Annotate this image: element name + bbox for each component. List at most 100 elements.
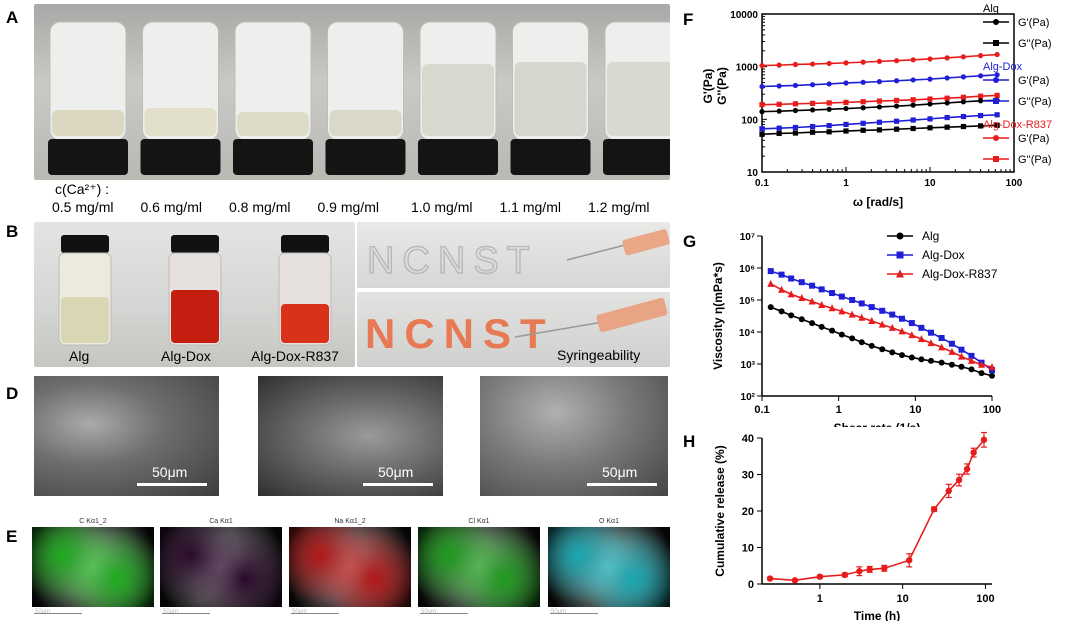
data-point <box>968 352 975 359</box>
data-point <box>978 370 985 377</box>
data-point <box>776 130 782 137</box>
y-tick-label: 10⁷ <box>740 232 755 243</box>
legend-label: G'(Pa) <box>1018 75 1049 87</box>
series <box>759 51 1000 69</box>
y-axis-label: Viscosity η(mPa*s) <box>711 262 725 370</box>
legend-label: G''(Pa) <box>1018 154 1052 166</box>
data-point <box>958 346 965 353</box>
vial-liquid <box>514 62 587 136</box>
data-point <box>818 323 825 330</box>
vial-cap-alg-dox-r837 <box>281 235 329 253</box>
data-point <box>818 286 825 293</box>
data-point <box>893 118 900 124</box>
legend-entry: G'(Pa) <box>983 17 1049 29</box>
x-tick-label: 10 <box>909 404 921 416</box>
data-point <box>759 109 765 115</box>
data-point <box>866 566 873 573</box>
data-point <box>876 58 883 64</box>
data-point <box>927 125 933 131</box>
data-point <box>918 356 925 363</box>
data-point <box>816 573 824 580</box>
legend-entry: G''(Pa) <box>983 154 1052 166</box>
data-point <box>858 300 865 307</box>
data-point <box>829 290 836 297</box>
eds-scale-label: 50μm <box>292 609 308 615</box>
data-point <box>993 19 999 25</box>
data-point <box>860 99 866 105</box>
data-point <box>945 487 952 495</box>
plot-frame <box>761 13 1015 173</box>
data-point <box>798 316 805 323</box>
data-point <box>960 94 967 100</box>
x-tick-label: 10 <box>924 178 936 189</box>
data-point <box>860 59 866 65</box>
y-tick-label: 10² <box>741 392 756 403</box>
data-point <box>993 77 999 83</box>
data-point <box>948 361 955 368</box>
y-axis-label: G'(Pa) <box>701 69 715 104</box>
data-point <box>792 107 799 114</box>
eds-map <box>548 527 670 607</box>
legend-label: Alg-Dox-R837 <box>922 267 998 281</box>
data-point <box>879 307 886 314</box>
data-point <box>898 315 905 322</box>
data-point <box>776 108 782 114</box>
eds-map-title: Ca Kα1 <box>209 518 233 525</box>
data-point <box>843 80 849 86</box>
data-point <box>759 131 765 137</box>
data-point <box>960 113 967 120</box>
data-point <box>898 327 906 335</box>
data-point <box>778 271 785 278</box>
data-point <box>860 120 866 126</box>
x-axis-label: ω [rad/s] <box>853 195 903 209</box>
data-point <box>958 363 965 370</box>
legend-entry: G''(Pa) <box>983 96 1052 108</box>
x-tick-label: 100 <box>976 593 994 605</box>
y-tick-label: 10³ <box>741 360 756 371</box>
data-point <box>828 304 836 312</box>
data-point <box>960 74 967 80</box>
eds-scale-bar <box>291 613 339 614</box>
data-point <box>767 279 775 287</box>
data-point <box>889 311 896 318</box>
data-point <box>930 505 938 513</box>
data-point <box>993 135 999 141</box>
data-point <box>944 114 950 121</box>
y-tick-label: 10⁵ <box>739 296 755 307</box>
eds-map <box>160 527 282 607</box>
vial-label-alg: Alg <box>69 348 90 364</box>
data-point <box>948 340 955 347</box>
data-point <box>893 126 900 132</box>
x-tick-label: 10 <box>897 593 909 605</box>
chart-g-viscosity: 10² 10³ 10⁴ 10⁵ 10⁶ 10⁷ 0.1 1 10 100 Shear rate (1… <box>711 229 1001 427</box>
data-point <box>776 101 782 107</box>
x-tick-label: 1 <box>843 178 849 189</box>
vial-cap <box>603 139 670 175</box>
data-point <box>826 106 832 112</box>
data-point <box>994 112 1000 118</box>
data-point <box>896 232 904 240</box>
x-tick-label: 1 <box>817 593 823 605</box>
data-point <box>809 129 816 135</box>
data-point <box>944 100 950 106</box>
concentration-label: 0.6 mg/ml <box>140 199 202 215</box>
data-point <box>848 310 856 318</box>
vial-cap-alg <box>61 235 109 253</box>
data-point <box>858 339 865 346</box>
legend-group-title: Alg <box>983 3 999 15</box>
vials-drawing <box>48 21 670 175</box>
needle <box>514 321 604 338</box>
legend-label: Alg <box>922 229 939 243</box>
data-point <box>787 290 795 298</box>
data-point <box>898 352 905 359</box>
written-text-clear: NCNST <box>366 239 538 282</box>
y-tick-label: 1000 <box>736 63 759 74</box>
data-point <box>868 304 875 311</box>
panel-b-drawing <box>58 235 332 346</box>
data-point <box>860 127 866 133</box>
data-point <box>927 76 933 82</box>
eds-scale-label: 50μm <box>163 609 179 615</box>
data-point <box>843 121 849 128</box>
y-tick-label: 0 <box>748 579 754 591</box>
